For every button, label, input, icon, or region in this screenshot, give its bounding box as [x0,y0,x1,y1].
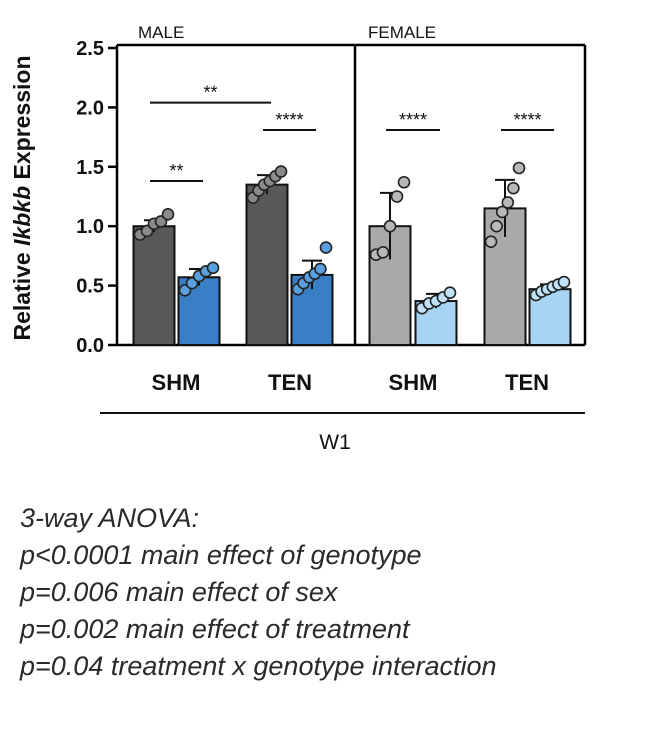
y-axis-label-gene: Ikbkb [9,186,35,246]
data-point [507,181,520,195]
anova-treatment-line: p=0.002 main effect of treatment [20,614,410,644]
significance-label: **** [513,110,541,130]
anova-interaction-line: p=0.04 treatment x genotype interaction [20,651,497,681]
anova-stats: 3-way ANOVA: p<0.0001 main effect of gen… [20,500,497,685]
data-point [484,235,498,248]
y-tick-label: 1.0 [76,216,104,238]
y-tick-label: 0.5 [76,276,104,298]
data-point [390,190,404,203]
bar [132,225,176,346]
data-point [397,175,411,189]
anova-title: 3-way ANOVA: [20,503,200,533]
significance-label: **** [399,110,427,130]
y-tick-label: 0.0 [76,335,104,357]
x-group-label: SHM [152,370,201,395]
data-point [501,196,515,209]
y-tick-label: 1.5 [76,157,104,179]
data-point [319,241,333,254]
anova-genotype-line: p<0.0001 main effect of genotype [20,540,422,570]
y-axis-label-suffix: Expression [9,55,35,185]
x-group-label: SHM [389,370,438,395]
panel-label-female: FEMALE [368,23,436,42]
significance-label: ** [169,161,183,181]
y-axis-label-prefix: Relative [9,246,35,341]
data-point [274,165,288,178]
x-group-label: TEN [505,370,549,395]
y-axis-label: Relative Ikbkb Expression [9,55,35,340]
bar-chart: Relative Ikbkb Expression 0.0 0.5 1.0 1.5 2.… [9,23,587,454]
anova-sex-line: p=0.006 main effect of sex [20,577,338,607]
data-point [490,219,503,233]
y-tick-label: 2.0 [76,97,104,119]
data-point [383,219,397,233]
data-point [443,286,457,300]
data-point [512,161,526,175]
data-point [161,208,175,221]
data-point [495,205,509,219]
y-tick-label: 2.5 [76,38,104,60]
w1-group-label: W1 [319,431,351,454]
data-point [376,246,390,259]
data-point [314,262,327,276]
data-point [557,275,571,289]
significance-label: ** [203,83,217,103]
bar [245,183,289,346]
significance-label: **** [275,110,303,130]
x-group-label: TEN [268,370,312,395]
panel-label-male: MALE [138,23,184,42]
data-point [206,261,220,275]
